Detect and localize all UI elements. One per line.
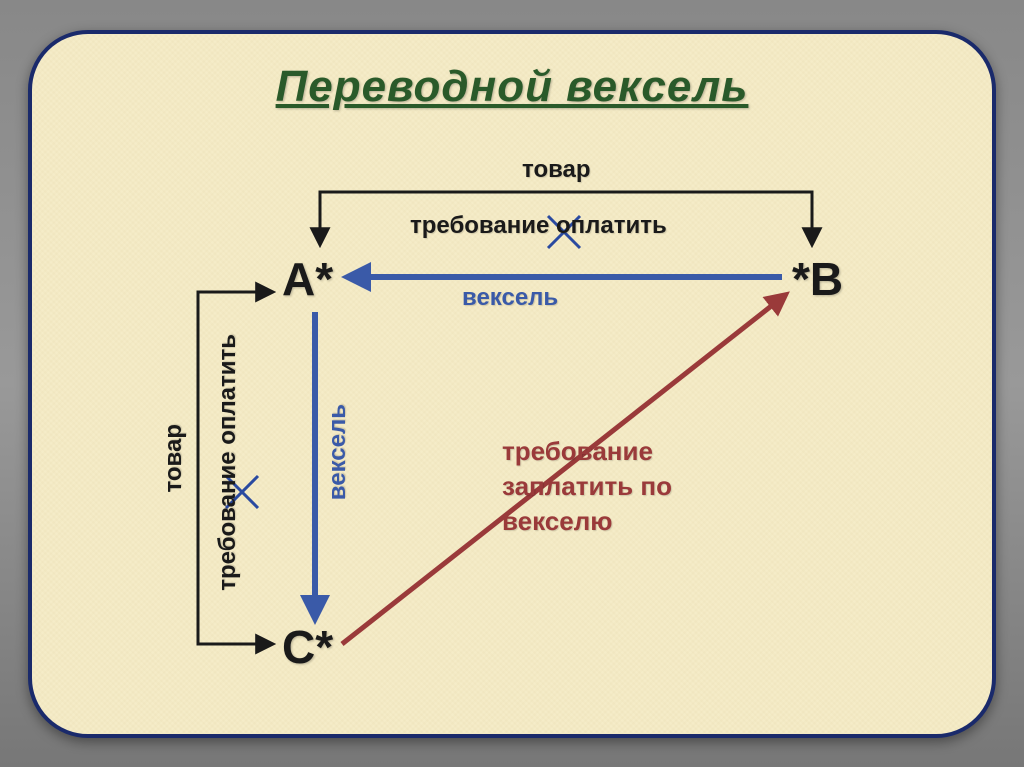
label-mid-veksel: вексель: [462, 284, 558, 312]
label-left-tovar: товар: [160, 424, 188, 493]
label-top-requirement: требование оплатить: [410, 212, 667, 240]
node-b: *В: [792, 252, 843, 306]
label-left-requirement: требование оплатить: [214, 334, 242, 591]
diagram-svg: [32, 34, 992, 734]
label-diag: требование заплатить по векселю: [502, 434, 732, 539]
node-c: С*: [282, 620, 333, 674]
node-a: А*: [282, 252, 333, 306]
label-top-tovar: товар: [522, 156, 591, 184]
label-left-veksel: вексель: [324, 404, 352, 500]
slide-card: Переводной вексель: [28, 30, 996, 738]
